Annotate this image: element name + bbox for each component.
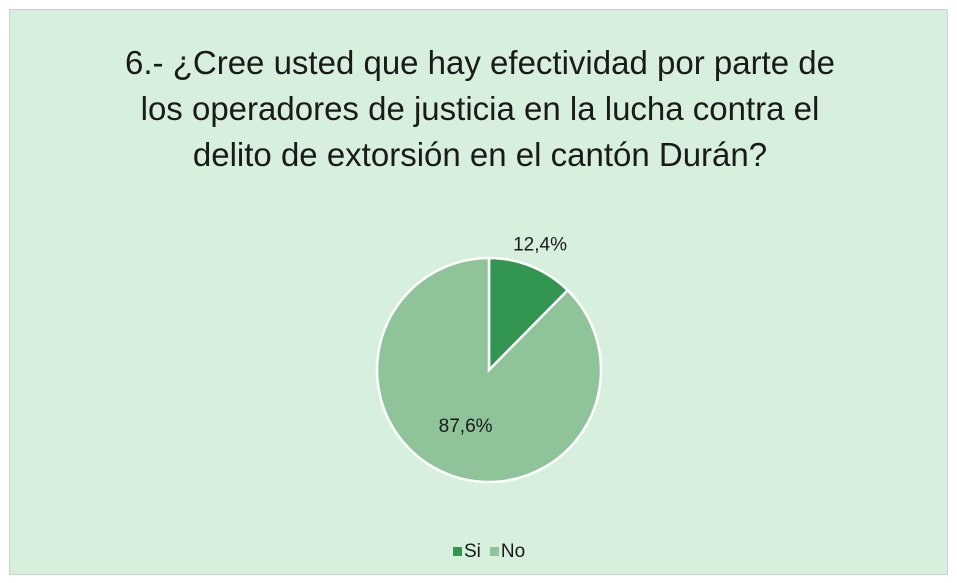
legend-swatch	[453, 547, 462, 556]
data-label: 87,6%	[439, 416, 493, 437]
chart-title: 6.- ¿Cree usted que hay efectividad por …	[125, 44, 835, 173]
legend-label: No	[501, 541, 525, 562]
data-label: 12,4%	[513, 235, 567, 256]
legend-swatch	[489, 547, 499, 556]
pie-slice	[375, 256, 603, 484]
pie-slice	[487, 256, 570, 374]
legend-label: Si	[464, 541, 481, 562]
